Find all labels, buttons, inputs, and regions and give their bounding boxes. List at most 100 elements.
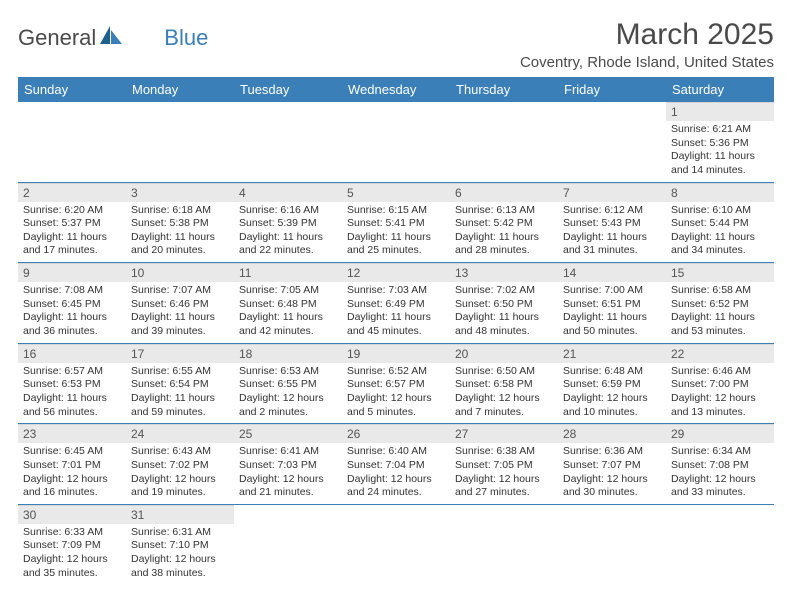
day-details: Sunrise: 6:53 AMSunset: 6:55 PMDaylight:… [234,363,342,424]
day-details: Sunrise: 6:13 AMSunset: 5:42 PMDaylight:… [450,202,558,263]
day-details: Sunrise: 7:05 AMSunset: 6:48 PMDaylight:… [234,282,342,343]
day-details: Sunrise: 6:10 AMSunset: 5:44 PMDaylight:… [666,202,774,263]
calendar-empty-cell [558,102,666,182]
day-number: 9 [18,263,126,282]
calendar-week-row: 1Sunrise: 6:21 AMSunset: 5:36 PMDaylight… [18,102,774,182]
calendar-day-cell: 28Sunrise: 6:36 AMSunset: 7:07 PMDayligh… [558,424,666,505]
day-details: Sunrise: 7:08 AMSunset: 6:45 PMDaylight:… [18,282,126,343]
day-number: 29 [666,424,774,443]
day-details: Sunrise: 6:20 AMSunset: 5:37 PMDaylight:… [18,202,126,263]
calendar-empty-cell [450,102,558,182]
day-details: Sunrise: 6:40 AMSunset: 7:04 PMDaylight:… [342,443,450,504]
calendar-day-cell: 19Sunrise: 6:52 AMSunset: 6:57 PMDayligh… [342,343,450,424]
title-block: March 2025 Coventry, Rhode Island, Unite… [520,18,774,71]
calendar-empty-cell [558,504,666,584]
day-number: 18 [234,344,342,363]
weekday-header: Friday [558,77,666,102]
weekday-header: Tuesday [234,77,342,102]
day-number: 30 [18,505,126,524]
day-details: Sunrise: 6:48 AMSunset: 6:59 PMDaylight:… [558,363,666,424]
calendar-empty-cell [234,504,342,584]
calendar-day-cell: 6Sunrise: 6:13 AMSunset: 5:42 PMDaylight… [450,182,558,263]
day-details: Sunrise: 6:57 AMSunset: 6:53 PMDaylight:… [18,363,126,424]
day-number: 28 [558,424,666,443]
day-number: 16 [18,344,126,363]
calendar-day-cell: 25Sunrise: 6:41 AMSunset: 7:03 PMDayligh… [234,424,342,505]
calendar-empty-cell [666,504,774,584]
brand-name-2: Blue [164,25,208,51]
weekday-header: Sunday [18,77,126,102]
calendar-day-cell: 31Sunrise: 6:31 AMSunset: 7:10 PMDayligh… [126,504,234,584]
calendar-day-cell: 17Sunrise: 6:55 AMSunset: 6:54 PMDayligh… [126,343,234,424]
sail-icon [98,24,124,52]
weekday-header: Monday [126,77,234,102]
day-details: Sunrise: 7:02 AMSunset: 6:50 PMDaylight:… [450,282,558,343]
calendar-day-cell: 30Sunrise: 6:33 AMSunset: 7:09 PMDayligh… [18,504,126,584]
day-number: 25 [234,424,342,443]
day-number: 24 [126,424,234,443]
day-details: Sunrise: 6:45 AMSunset: 7:01 PMDaylight:… [18,443,126,504]
brand-name-1: General [18,25,96,51]
calendar-day-cell: 14Sunrise: 7:00 AMSunset: 6:51 PMDayligh… [558,263,666,344]
calendar-day-cell: 23Sunrise: 6:45 AMSunset: 7:01 PMDayligh… [18,424,126,505]
day-details: Sunrise: 6:58 AMSunset: 6:52 PMDaylight:… [666,282,774,343]
calendar-day-cell: 24Sunrise: 6:43 AMSunset: 7:02 PMDayligh… [126,424,234,505]
header: General Blue March 2025 Coventry, Rhode … [18,18,774,71]
day-number: 14 [558,263,666,282]
day-number: 1 [666,102,774,121]
day-number: 26 [342,424,450,443]
day-number: 21 [558,344,666,363]
day-details: Sunrise: 6:38 AMSunset: 7:05 PMDaylight:… [450,443,558,504]
calendar-day-cell: 26Sunrise: 6:40 AMSunset: 7:04 PMDayligh… [342,424,450,505]
day-details: Sunrise: 7:03 AMSunset: 6:49 PMDaylight:… [342,282,450,343]
day-details: Sunrise: 6:18 AMSunset: 5:38 PMDaylight:… [126,202,234,263]
calendar-day-cell: 18Sunrise: 6:53 AMSunset: 6:55 PMDayligh… [234,343,342,424]
month-title: March 2025 [520,18,774,52]
calendar-empty-cell [126,102,234,182]
day-number: 7 [558,183,666,202]
calendar-day-cell: 12Sunrise: 7:03 AMSunset: 6:49 PMDayligh… [342,263,450,344]
day-details: Sunrise: 6:16 AMSunset: 5:39 PMDaylight:… [234,202,342,263]
calendar-header-row: SundayMondayTuesdayWednesdayThursdayFrid… [18,77,774,102]
day-number: 23 [18,424,126,443]
calendar-empty-cell [18,102,126,182]
day-number: 11 [234,263,342,282]
day-details: Sunrise: 6:33 AMSunset: 7:09 PMDaylight:… [18,524,126,585]
calendar-day-cell: 11Sunrise: 7:05 AMSunset: 6:48 PMDayligh… [234,263,342,344]
day-details: Sunrise: 6:50 AMSunset: 6:58 PMDaylight:… [450,363,558,424]
day-details: Sunrise: 6:21 AMSunset: 5:36 PMDaylight:… [666,121,774,182]
calendar-empty-cell [342,102,450,182]
day-number: 22 [666,344,774,363]
calendar-day-cell: 9Sunrise: 7:08 AMSunset: 6:45 PMDaylight… [18,263,126,344]
day-number: 19 [342,344,450,363]
calendar-day-cell: 8Sunrise: 6:10 AMSunset: 5:44 PMDaylight… [666,182,774,263]
day-number: 4 [234,183,342,202]
calendar-day-cell: 22Sunrise: 6:46 AMSunset: 7:00 PMDayligh… [666,343,774,424]
calendar-week-row: 2Sunrise: 6:20 AMSunset: 5:37 PMDaylight… [18,182,774,263]
calendar-day-cell: 2Sunrise: 6:20 AMSunset: 5:37 PMDaylight… [18,182,126,263]
calendar-empty-cell [342,504,450,584]
day-details: Sunrise: 6:43 AMSunset: 7:02 PMDaylight:… [126,443,234,504]
day-details: Sunrise: 6:46 AMSunset: 7:00 PMDaylight:… [666,363,774,424]
calendar-day-cell: 4Sunrise: 6:16 AMSunset: 5:39 PMDaylight… [234,182,342,263]
weekday-header: Wednesday [342,77,450,102]
calendar-day-cell: 29Sunrise: 6:34 AMSunset: 7:08 PMDayligh… [666,424,774,505]
calendar-day-cell: 15Sunrise: 6:58 AMSunset: 6:52 PMDayligh… [666,263,774,344]
calendar-day-cell: 16Sunrise: 6:57 AMSunset: 6:53 PMDayligh… [18,343,126,424]
calendar-day-cell: 13Sunrise: 7:02 AMSunset: 6:50 PMDayligh… [450,263,558,344]
day-number: 17 [126,344,234,363]
calendar-day-cell: 20Sunrise: 6:50 AMSunset: 6:58 PMDayligh… [450,343,558,424]
calendar-week-row: 16Sunrise: 6:57 AMSunset: 6:53 PMDayligh… [18,343,774,424]
day-details: Sunrise: 7:00 AMSunset: 6:51 PMDaylight:… [558,282,666,343]
day-number: 6 [450,183,558,202]
day-number: 5 [342,183,450,202]
day-number: 20 [450,344,558,363]
weekday-header: Thursday [450,77,558,102]
calendar-day-cell: 21Sunrise: 6:48 AMSunset: 6:59 PMDayligh… [558,343,666,424]
day-details: Sunrise: 6:12 AMSunset: 5:43 PMDaylight:… [558,202,666,263]
calendar-table: SundayMondayTuesdayWednesdayThursdayFrid… [18,77,774,584]
calendar-day-cell: 5Sunrise: 6:15 AMSunset: 5:41 PMDaylight… [342,182,450,263]
weekday-header: Saturday [666,77,774,102]
day-number: 2 [18,183,126,202]
calendar-empty-cell [234,102,342,182]
